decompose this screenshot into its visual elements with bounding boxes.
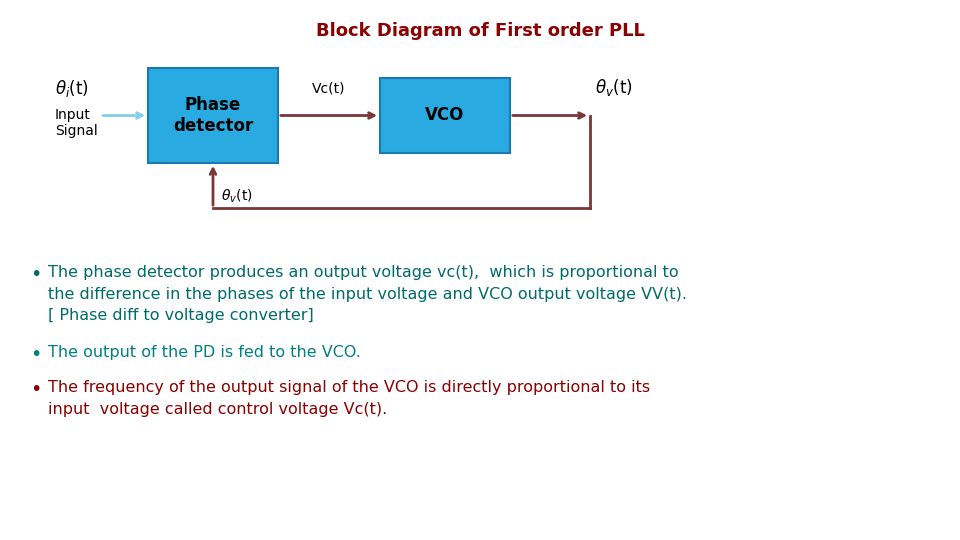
Text: The phase detector produces an output voltage vc(t),  which is proportional to
t: The phase detector produces an output vo…	[48, 265, 687, 323]
Text: VCO: VCO	[425, 106, 465, 125]
Text: $\theta_i$(t): $\theta_i$(t)	[55, 78, 89, 99]
Text: Vc(t): Vc(t)	[312, 82, 346, 96]
FancyBboxPatch shape	[148, 68, 278, 163]
Text: Input
Signal: Input Signal	[55, 108, 98, 138]
Text: $\theta_v$(t): $\theta_v$(t)	[221, 187, 252, 205]
FancyBboxPatch shape	[380, 78, 510, 153]
Text: •: •	[30, 265, 41, 284]
Text: Phase
detector: Phase detector	[173, 96, 253, 135]
Text: Block Diagram of First order PLL: Block Diagram of First order PLL	[316, 22, 644, 40]
Text: The frequency of the output signal of the VCO is directly proportional to its
in: The frequency of the output signal of th…	[48, 380, 650, 416]
Text: The output of the PD is fed to the VCO.: The output of the PD is fed to the VCO.	[48, 345, 361, 360]
Text: •: •	[30, 345, 41, 364]
Text: •: •	[30, 380, 41, 399]
Text: $\theta_v$(t): $\theta_v$(t)	[595, 77, 633, 98]
